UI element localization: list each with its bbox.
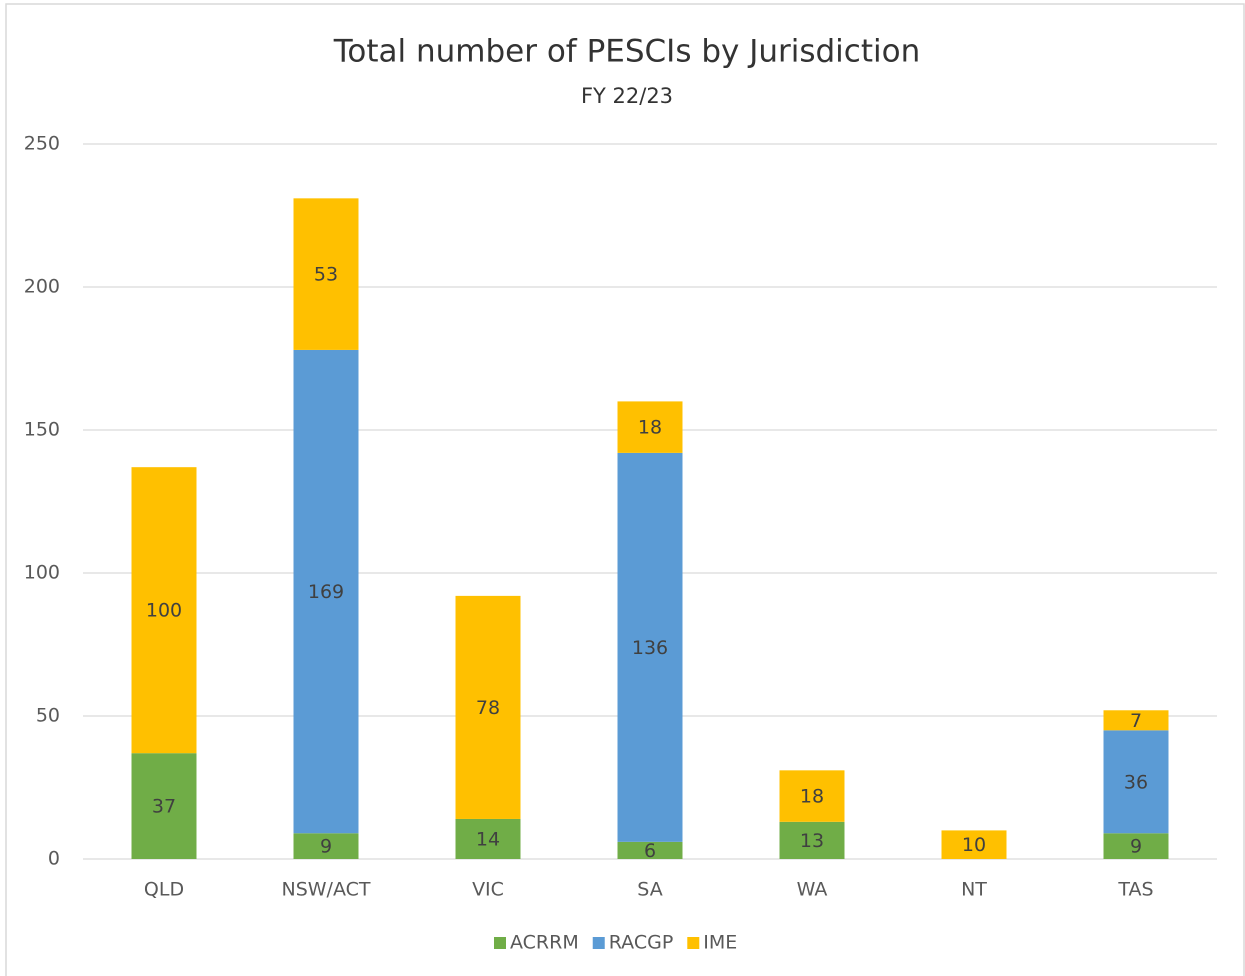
- legend-swatch: [592, 937, 605, 949]
- x-tick-label: VIC: [472, 879, 504, 901]
- chart-subtitle: FY 22/23: [581, 84, 673, 108]
- data-label: 10: [962, 834, 986, 856]
- data-label: 78: [476, 697, 500, 719]
- y-tick-label: 150: [24, 419, 60, 441]
- data-label: 7: [1130, 710, 1142, 732]
- y-tick-label: 100: [24, 562, 60, 584]
- data-label: 37: [152, 796, 176, 818]
- bar-segment: [617, 401, 683, 453]
- legend-swatch: [687, 937, 700, 949]
- legend-label: ACRRM: [510, 932, 579, 954]
- x-tick-label: NSW/ACT: [282, 879, 371, 901]
- data-label: 100: [146, 600, 182, 622]
- bar-segment: [293, 198, 359, 350]
- bar-segment: [1103, 710, 1169, 731]
- x-tick-label: QLD: [144, 879, 184, 901]
- y-tick-label: 50: [36, 705, 60, 727]
- data-label: 6: [644, 840, 656, 862]
- bar-segment: [455, 595, 521, 819]
- bar-segment: [617, 841, 683, 859]
- data-label: 9: [1130, 836, 1142, 858]
- data-label: 136: [632, 637, 668, 659]
- bar-segment: [779, 770, 845, 822]
- bar-segment: [293, 349, 359, 834]
- legend-swatch: [494, 937, 506, 949]
- data-label: 53: [314, 264, 338, 286]
- bar-segment: [941, 830, 1007, 859]
- data-label: 18: [800, 786, 824, 808]
- bar-segment: [131, 467, 197, 754]
- bar-segment: [131, 753, 197, 859]
- bar-segment: [293, 833, 359, 859]
- x-tick-label: TAS: [1117, 879, 1153, 901]
- bar-segment: [455, 818, 521, 859]
- y-tick-label: 250: [24, 133, 60, 155]
- data-label: 18: [638, 417, 662, 439]
- x-tick-label: SA: [637, 879, 662, 901]
- y-tick-label: 0: [48, 848, 60, 870]
- y-tick-label: 200: [24, 276, 60, 298]
- bar-segment: [779, 821, 845, 859]
- data-label: 13: [800, 830, 824, 852]
- x-tick-label: WA: [797, 879, 828, 901]
- data-label: 9: [320, 836, 332, 858]
- data-label: 14: [476, 828, 500, 850]
- data-label: 36: [1124, 771, 1148, 793]
- chart-border: [5, 3, 1245, 976]
- data-label: 169: [308, 581, 344, 603]
- legend-label: IME: [703, 932, 737, 954]
- bar-segment: [1103, 730, 1169, 834]
- bar-segment: [1103, 833, 1169, 859]
- bar-segment: [617, 452, 683, 842]
- chart-title: Total number of PESCIs by Jurisdiction: [333, 34, 920, 70]
- x-tick-label: NT: [961, 879, 987, 901]
- legend-label: RACGP: [609, 932, 674, 954]
